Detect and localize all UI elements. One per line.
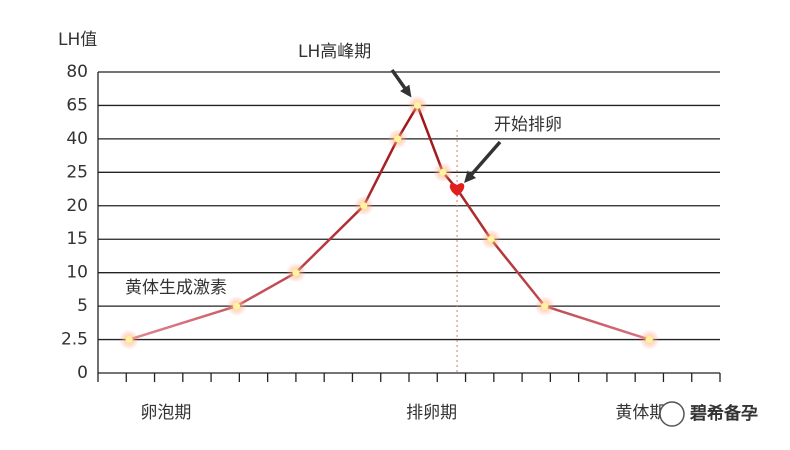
y-tick-label: 10	[66, 263, 88, 283]
marker	[125, 336, 133, 344]
x-category-label: 黄体期	[615, 403, 666, 423]
heart-marker	[449, 183, 465, 197]
marker	[439, 168, 447, 176]
annotation: LH高峰期	[298, 42, 371, 62]
y-tick-label: 40	[66, 129, 88, 149]
x-category-label: 排卵期	[406, 403, 457, 423]
marker	[292, 269, 300, 277]
watermark-bg	[686, 400, 766, 428]
marker	[360, 202, 368, 210]
y-tick-label: 80	[66, 62, 88, 82]
marker	[541, 302, 549, 310]
marker	[645, 336, 653, 344]
y-tick-label: 15	[66, 229, 88, 249]
y-tick-label: 20	[66, 196, 88, 216]
y-tick-label: 0	[77, 363, 88, 383]
x-category-label: 卵泡期	[140, 403, 191, 423]
y-tick-label: 25	[66, 162, 88, 182]
arrow-head	[400, 84, 412, 98]
annotation: 开始排卵	[494, 115, 562, 135]
y-tick-label: 5	[77, 296, 88, 316]
arrow-head	[464, 170, 477, 184]
y-tick-label: 65	[66, 95, 88, 115]
marker	[394, 135, 402, 143]
watermark-icon	[659, 401, 685, 427]
watermark: 碧希备孕	[689, 403, 758, 424]
marker	[487, 235, 495, 243]
marker	[233, 302, 241, 310]
y-tick-label: 2.5	[61, 330, 88, 350]
series-label: 黄体生成激素	[125, 278, 227, 298]
arrow	[468, 140, 502, 179]
marker	[413, 101, 421, 109]
y-axis-label: LH值	[58, 30, 97, 50]
